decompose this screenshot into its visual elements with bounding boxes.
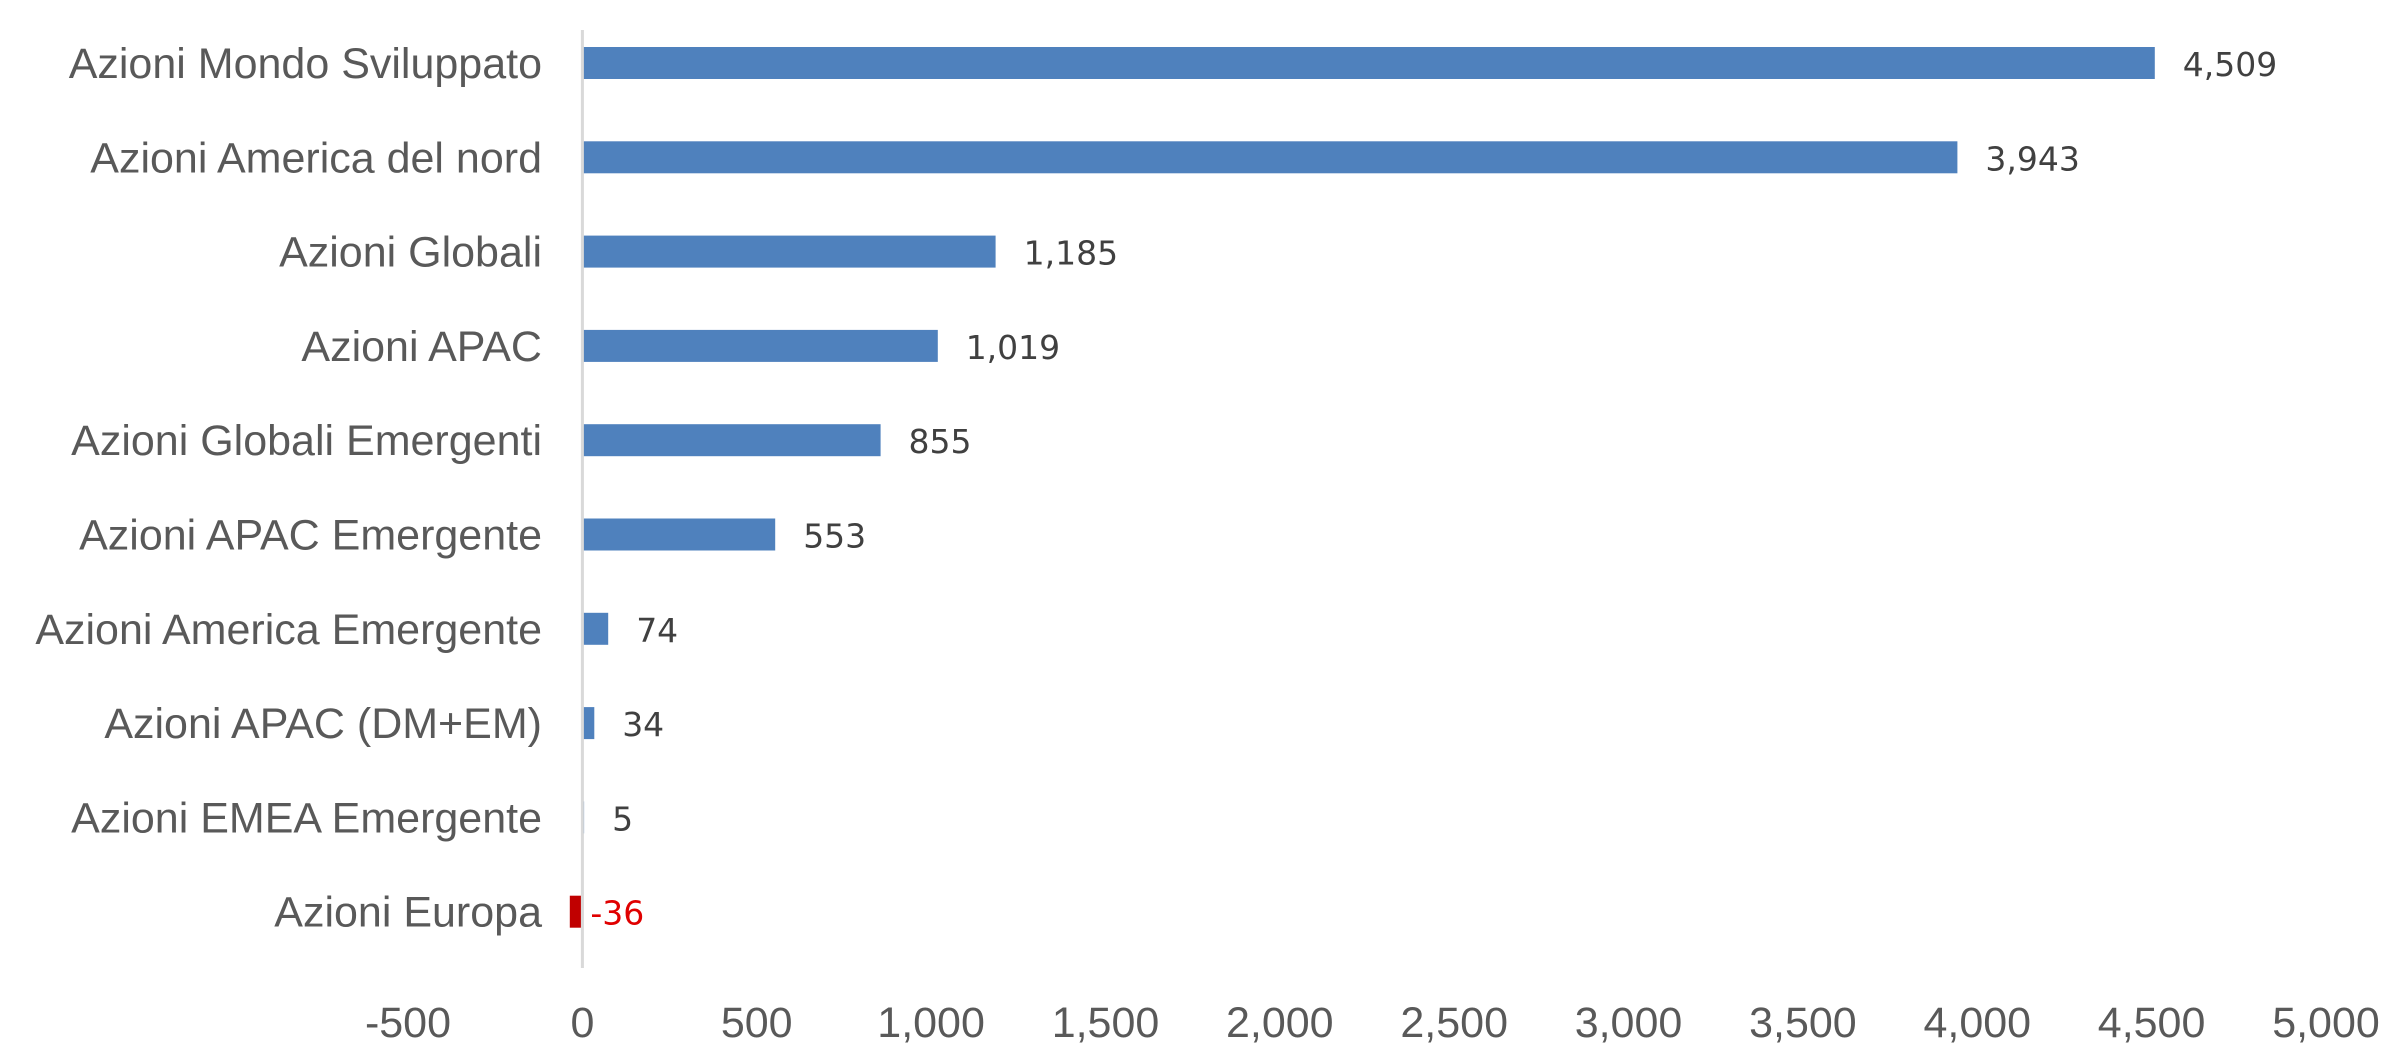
category-label-0: Azioni Mondo Sviluppato (69, 40, 542, 88)
category-label-7: Azioni APAC (DM+EM) (104, 700, 542, 748)
data-label-6: 74 (636, 611, 678, 650)
data-label-8: 5 (612, 799, 633, 838)
bar-3 (582, 329, 938, 362)
data-label-9: -36 (590, 894, 644, 933)
data-label-7: 34 (622, 705, 664, 744)
x-tick-label: 4,000 (1923, 999, 2031, 1047)
x-tick-label: 4,500 (2098, 999, 2206, 1047)
bars-layer (569, 47, 2155, 928)
bar-6 (582, 612, 609, 645)
data-label-0: 4,509 (2183, 45, 2277, 84)
x-tick-label: 2,500 (1400, 999, 1508, 1047)
category-label-9: Azioni Europa (274, 889, 542, 937)
labels-layer: Azioni Mondo Sviluppato 4,509 Azioni Ameri… (35, 40, 2379, 1047)
bar-4 (582, 424, 881, 457)
x-tick-label: 3,500 (1749, 999, 1857, 1047)
bar-0 (582, 47, 2155, 79)
x-tick-label: 5,000 (2272, 999, 2380, 1047)
category-label-2: Azioni Globali (279, 229, 542, 277)
bar-5 (582, 518, 776, 551)
x-tick-label: 1,500 (1052, 999, 1160, 1047)
x-tick-label: 0 (570, 999, 594, 1047)
data-label-4: 855 (909, 422, 972, 461)
x-tick-label: 3,000 (1575, 999, 1683, 1047)
category-label-5: Azioni APAC Emergente (79, 512, 542, 560)
x-tick-label: 1,000 (877, 999, 985, 1047)
bar-2 (582, 235, 996, 268)
bar-7 (582, 707, 595, 740)
data-label-5: 553 (803, 517, 866, 556)
x-tick-label: 500 (721, 999, 793, 1047)
data-label-2: 1,185 (1024, 234, 1118, 273)
data-label-1: 3,943 (1985, 139, 2079, 178)
category-label-1: Azioni America del nord (90, 134, 542, 182)
x-tick-label: 2,000 (1226, 999, 1334, 1047)
category-label-6: Azioni America Emergente (35, 606, 542, 654)
x-tick-label: -500 (365, 999, 451, 1047)
bar-1 (582, 141, 1958, 174)
category-label-8: Azioni EMEA Emergente (71, 794, 542, 842)
category-label-3: Azioni APAC (301, 323, 542, 371)
data-label-3: 1,019 (966, 328, 1060, 367)
category-label-4: Azioni Globali Emergenti (71, 417, 542, 465)
bar-9 (569, 895, 583, 928)
